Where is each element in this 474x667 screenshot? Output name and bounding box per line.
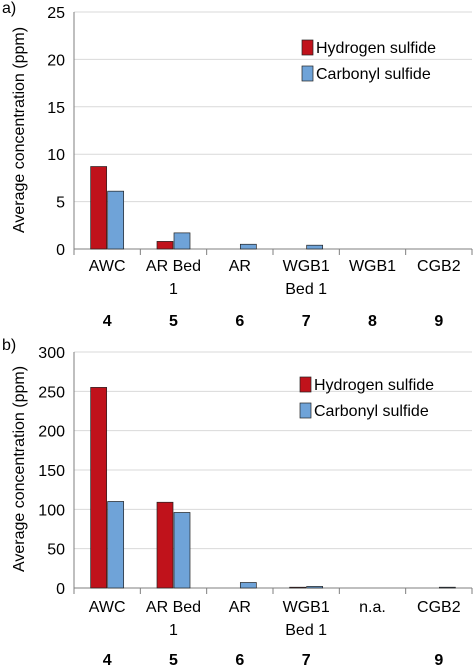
legend-label: Carbonyl sulfide <box>316 66 431 83</box>
x-tick-label: AR <box>229 258 251 275</box>
sample-number: 5 <box>169 313 178 330</box>
sample-number: 4 <box>103 652 112 667</box>
x-tick-label: AR Bed <box>146 258 201 275</box>
y-tick-label: 100 <box>38 502 65 519</box>
y-tick-label: 10 <box>47 147 65 164</box>
legend-label: Hydrogen sulfide <box>314 377 434 394</box>
legend-label: Hydrogen sulfide <box>316 40 436 57</box>
bar-carbonyl-sulfide <box>107 190 125 250</box>
y-axis-label: Average concentration (ppm) <box>11 366 28 572</box>
bar-carbonyl-sulfide <box>239 582 257 589</box>
sample-number: 9 <box>434 313 443 330</box>
bar-carbonyl-sulfide <box>438 586 456 589</box>
x-tick-label: AR Bed <box>146 599 201 616</box>
x-tick-label: Bed 1 <box>285 622 327 639</box>
bar-carbonyl-sulfide <box>306 244 324 250</box>
legend: Hydrogen sulfide Carbonyl sulfide <box>301 39 436 83</box>
y-tick-label: 5 <box>56 195 65 212</box>
bar-hydrogen-sulfide <box>289 586 307 589</box>
x-tick-label: 1 <box>169 281 178 298</box>
y-tick-label: 150 <box>38 463 65 480</box>
sample-number: 6 <box>235 313 244 330</box>
legend-swatch <box>299 376 312 393</box>
x-tick-label: AR <box>229 599 251 616</box>
y-tick-label: 300 <box>38 345 65 362</box>
bar-hydrogen-sulfide <box>156 241 174 250</box>
x-tick-label: WGB1 <box>349 258 396 275</box>
y-tick-label: 0 <box>56 581 65 598</box>
bar-hydrogen-sulfide <box>156 501 174 589</box>
y-tick-label: 25 <box>47 5 65 22</box>
sample-number: 8 <box>368 313 377 330</box>
x-tick-label: n.a. <box>359 599 386 616</box>
sample-number: 7 <box>302 652 311 667</box>
sample-number: 4 <box>103 313 112 330</box>
chart-panel-b: 0 50 100 150 200 250 300 AWC 4 AR Bed 1 5 AR 6 WGB1 Bed… <box>2 337 473 667</box>
x-tick-label: 1 <box>169 622 178 639</box>
bar-carbonyl-sulfide <box>306 586 324 589</box>
legend-swatch <box>301 65 314 82</box>
legend-label: Carbonyl sulfide <box>314 403 429 420</box>
bar-hydrogen-sulfide <box>90 166 108 250</box>
bar-carbonyl-sulfide <box>239 243 257 250</box>
panel-label: b) <box>2 337 16 354</box>
sample-number: 5 <box>169 652 178 667</box>
x-tick-label: AWC <box>89 599 126 616</box>
legend-swatch <box>301 39 314 56</box>
y-tick-label: 250 <box>38 384 65 401</box>
legend-swatch <box>299 402 312 419</box>
y-tick-label: 20 <box>47 52 65 69</box>
x-tick-label: CGB2 <box>417 599 461 616</box>
sample-number: 7 <box>302 313 311 330</box>
x-tick-label: WGB1 <box>283 599 330 616</box>
x-tick-label: CGB2 <box>417 258 461 275</box>
sample-number: 9 <box>434 652 443 667</box>
y-tick-label: 0 <box>56 242 65 259</box>
bar-carbonyl-sulfide <box>173 232 191 250</box>
x-tick-label: Bed 1 <box>285 281 327 298</box>
x-tick-label: WGB1 <box>283 258 330 275</box>
sample-number: 6 <box>235 652 244 667</box>
y-tick-label: 50 <box>47 542 65 559</box>
bar-carbonyl-sulfide <box>107 501 125 589</box>
panel-label: a) <box>2 0 16 17</box>
bar-hydrogen-sulfide <box>90 387 108 589</box>
y-tick-label: 15 <box>47 100 65 117</box>
x-tick-label: AWC <box>89 258 126 275</box>
legend: Hydrogen sulfide Carbonyl sulfide <box>299 376 434 420</box>
y-axis-label: Average concentration (ppm) <box>11 27 28 233</box>
y-tick-label: 200 <box>38 424 65 441</box>
bar-carbonyl-sulfide <box>173 512 191 589</box>
